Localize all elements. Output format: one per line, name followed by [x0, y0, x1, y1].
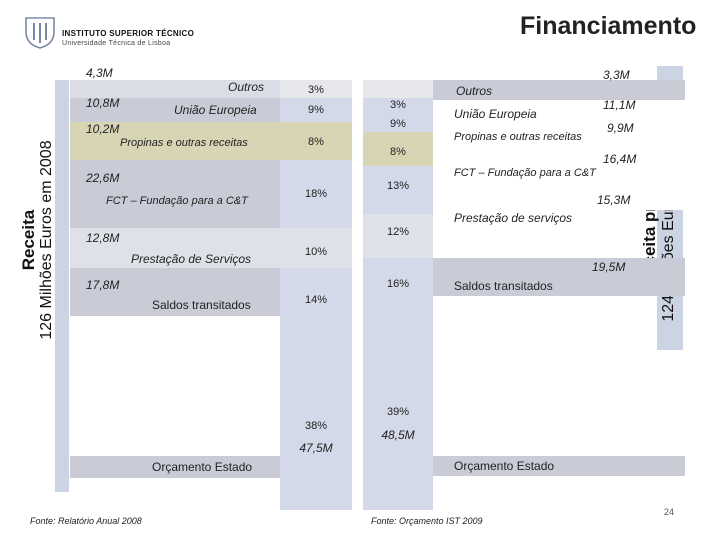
pct-2009-propinas: 8% — [390, 146, 406, 158]
pct-2008-propinas: 8% — [308, 136, 324, 148]
amount-2008-fct: 22,6M — [86, 171, 120, 185]
label-2009-outros: Outros — [456, 84, 493, 98]
label-2008-propinas: Propinas e outras receitas — [120, 137, 248, 149]
pct-2008-prestacao: 10% — [304, 246, 328, 258]
band-left-ue — [70, 98, 280, 122]
band-left-gap — [70, 316, 280, 456]
col2008-saldos — [280, 268, 352, 316]
col2009-propinas — [363, 132, 433, 166]
left-axis-title: Receita — [19, 209, 38, 271]
label-2009-prestacao: Prestação de serviços — [454, 211, 573, 225]
amount-2009-prestacao: 15,3M — [597, 193, 631, 207]
band-right-saldos — [433, 258, 685, 296]
label-2008-saldos: Saldos transitados — [152, 298, 251, 312]
amount-2008-propinas: 10,2M — [86, 122, 120, 136]
amount-2009-oe: 48,5M — [381, 428, 415, 442]
pct-2009-fct: 13% — [386, 180, 410, 192]
col2008-propinas — [280, 122, 352, 160]
pct-2009-ue: 9% — [390, 118, 406, 130]
band-right-oe — [433, 456, 685, 476]
source-right: Fonte: Orçamento IST 2009 — [371, 516, 483, 526]
pct-2009-saldos: 16% — [386, 278, 410, 290]
col2009-fct — [363, 166, 433, 214]
label-2008-outros: Outros — [228, 80, 265, 94]
pct-2008-ue: 9% — [308, 104, 324, 116]
source-left: Fonte: Relatório Anual 2008 — [30, 516, 142, 526]
pct-2008-fct: 18% — [304, 188, 328, 200]
university-name: Universidade Técnica de Lisboa — [62, 40, 171, 47]
band-left-outros — [70, 80, 280, 98]
left-axis-subtitle: 126 Milhões Euros em 2008 — [38, 140, 55, 340]
page-title: Financiamento — [520, 12, 697, 40]
band-right-ue — [433, 100, 685, 130]
col2008-ue — [280, 98, 352, 122]
col2008-prestacao — [280, 228, 352, 268]
left-axis-label: Receita 126 Milhões Euros em 2008 — [19, 90, 60, 390]
label-2008-fct: FCT – Fundação para a C&T — [106, 195, 248, 207]
label-2008-oe: Orçamento Estado — [152, 460, 253, 474]
ist-logo-icon — [22, 14, 58, 50]
label-2009-propinas: Propinas e outras receitas — [454, 131, 582, 143]
label-2009-fct: FCT – Fundação para a C&T — [454, 167, 596, 179]
amount-2008-outros: 4,3M — [86, 66, 113, 80]
col2009-oe — [363, 310, 433, 510]
amount-2009-fct: 16,4M — [603, 152, 637, 166]
band-right-fct — [433, 154, 685, 210]
label-2009-saldos: Saldos transitados — [454, 279, 553, 293]
amount-2009-outros: 3,3M — [603, 68, 630, 82]
label-2008-ue: União Europeia — [174, 103, 257, 117]
band-left-prestacao — [70, 228, 280, 268]
band-left-oe — [70, 456, 280, 478]
col2008-fct — [280, 160, 352, 228]
label-2009-ue: União Europeia — [454, 107, 537, 121]
col2009-prestacao — [363, 214, 433, 258]
col2008-oe — [280, 316, 352, 510]
pct-2008-outros: 3% — [308, 84, 324, 96]
label-2009-oe: Orçamento Estado — [454, 459, 555, 473]
band-left-propinas — [70, 122, 280, 160]
amount-2009-propinas: 9,9M — [607, 121, 634, 135]
pct-2008-oe: 38% — [304, 420, 328, 432]
label-2008-prestacao: Prestação de Serviços — [131, 252, 252, 266]
amount-2008-oe: 47,5M — [299, 441, 333, 455]
amount-2008-ue: 10,8M — [86, 96, 120, 110]
amount-2008-saldos: 17,8M — [86, 278, 120, 292]
pct-2009-outros: 3% — [390, 99, 406, 111]
band-right-propinas — [433, 130, 685, 154]
col2008-outros — [280, 80, 352, 98]
institution-name: INSTITUTO SUPERIOR TÉCNICO — [62, 29, 195, 38]
pct-2009-prestacao: 12% — [386, 226, 410, 238]
amount-2008-prestacao: 12,8M — [86, 231, 120, 245]
col2009-outros — [363, 80, 433, 98]
col2009-ue — [363, 98, 433, 132]
left-side-bar — [55, 80, 69, 492]
page-number: 24 — [664, 507, 675, 517]
band-right-outros — [433, 80, 685, 100]
band-left-fct — [70, 160, 280, 228]
pct-2008-saldos: 14% — [304, 294, 328, 306]
col2009-saldos — [363, 258, 433, 310]
amount-2009-saldos: 19,5M — [592, 260, 626, 274]
band-left-saldos — [70, 268, 280, 316]
amount-2009-ue: 11,1M — [603, 98, 636, 112]
pct-2009-oe: 39% — [386, 406, 410, 418]
